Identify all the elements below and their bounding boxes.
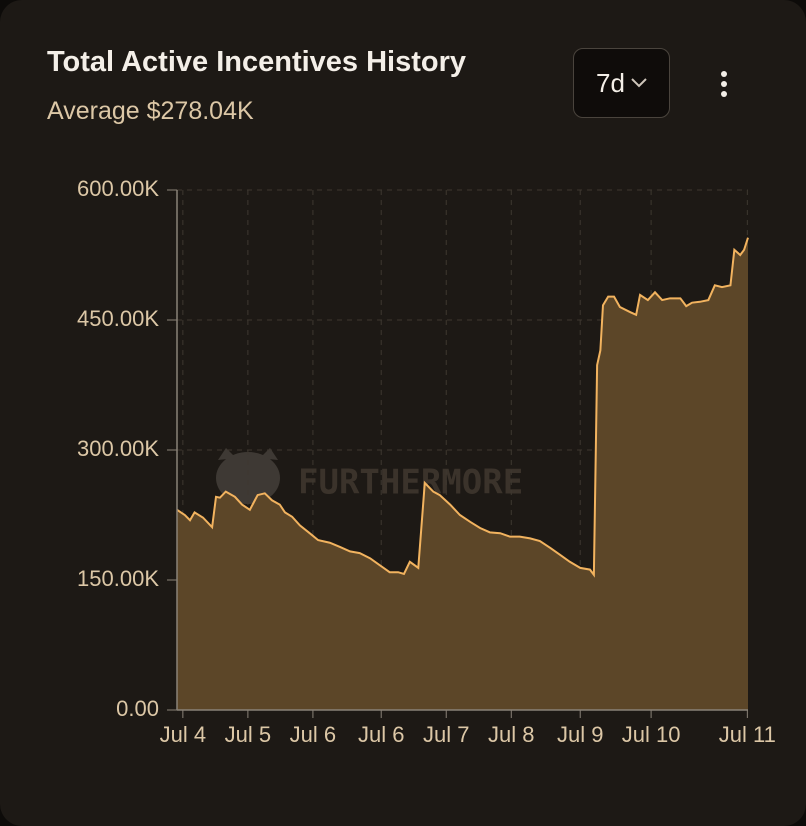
range-button[interactable]: 7d xyxy=(573,48,670,118)
x-tick-label: Jul 4 xyxy=(160,722,206,747)
watermark: FURTHERMORE xyxy=(298,463,523,503)
area xyxy=(177,237,748,710)
watermark-logo xyxy=(216,448,280,504)
y-tick-label: 600.00K xyxy=(77,176,159,201)
title: Total Active Incentives History xyxy=(47,46,467,78)
x-tick-label: Jul 10 xyxy=(622,722,681,747)
menu-button[interactable] xyxy=(712,68,736,100)
x-tick-label: Jul 9 xyxy=(557,722,603,747)
line xyxy=(176,237,749,578)
x-tick-label: Jul 11 xyxy=(719,722,776,747)
subtitle: Average $278.04K xyxy=(47,97,254,125)
y-tick-label: 300.00K xyxy=(77,436,159,461)
x-tick-label: Jul 5 xyxy=(225,722,271,747)
y-tick-label: 0.00 xyxy=(116,696,159,721)
y-tick-label: 450.00K xyxy=(77,306,159,331)
y-tick-label: 150.00K xyxy=(77,566,159,591)
chevron xyxy=(631,78,647,88)
x-tick-label: Jul 6 xyxy=(358,722,404,747)
range-label: 7d xyxy=(596,67,625,98)
x-tick-label: Jul 6 xyxy=(290,722,336,747)
x-tick-label: Jul 7 xyxy=(423,722,469,747)
x-tick-label: Jul 8 xyxy=(488,722,534,747)
